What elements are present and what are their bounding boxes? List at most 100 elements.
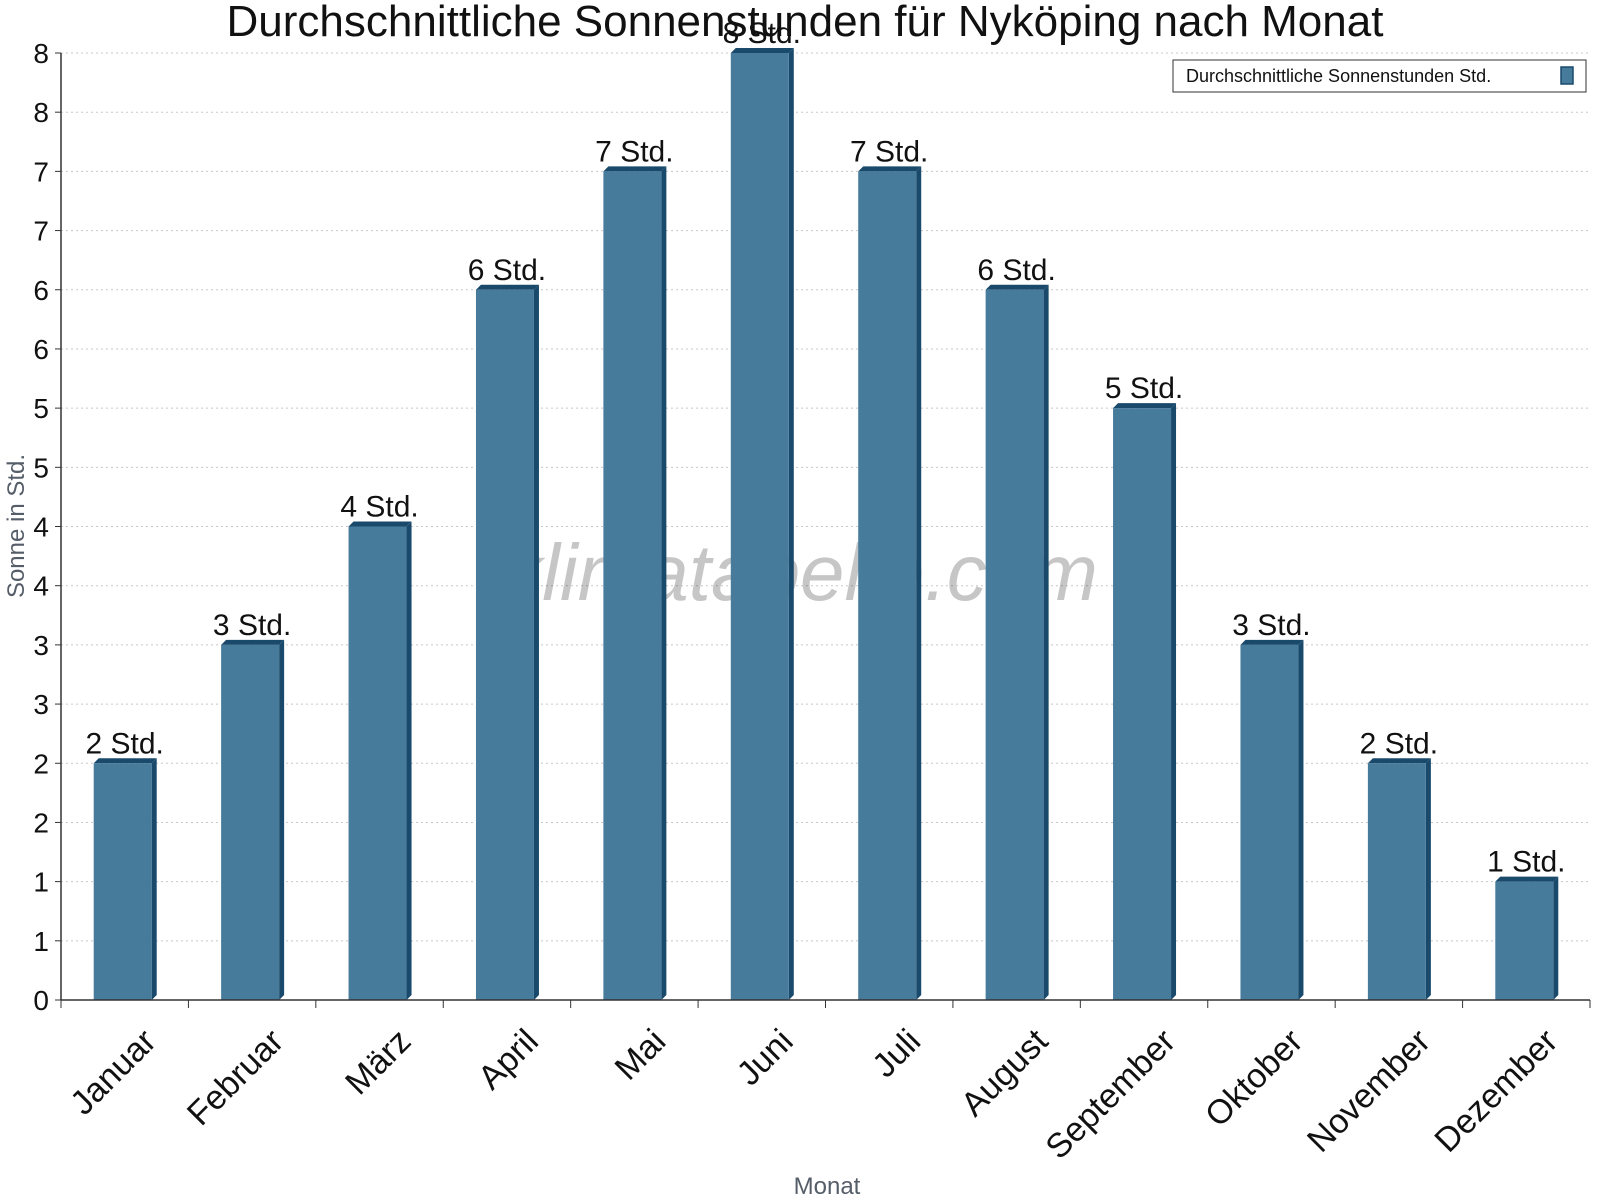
x-tick-label: Dezember bbox=[1427, 1022, 1565, 1160]
legend-swatch bbox=[1560, 66, 1574, 85]
bar-top bbox=[348, 521, 412, 527]
x-tick-label: Januar bbox=[63, 1022, 163, 1122]
bar-front bbox=[348, 526, 407, 1000]
bar-side bbox=[1171, 403, 1177, 1000]
bar-side bbox=[151, 758, 157, 1000]
y-tick-label: 2 bbox=[33, 807, 49, 838]
y-tick-label: 6 bbox=[33, 334, 49, 365]
bar-top bbox=[475, 284, 539, 290]
bar-side bbox=[533, 284, 539, 1000]
bar-side bbox=[788, 48, 794, 1000]
x-tick-label: Mai bbox=[608, 1022, 674, 1088]
x-tick-label: Juli bbox=[865, 1022, 928, 1085]
bar bbox=[985, 284, 1049, 1000]
data-label: 3 Std. bbox=[1232, 609, 1310, 642]
y-tick-label: 5 bbox=[33, 393, 49, 424]
x-axis-title: Monat bbox=[794, 1173, 861, 1200]
axes bbox=[55, 52, 1591, 1008]
bar-top bbox=[93, 758, 157, 764]
bar-front bbox=[1495, 881, 1554, 1000]
bar-side bbox=[1553, 876, 1559, 1000]
bar-top bbox=[858, 166, 922, 172]
bar-top bbox=[985, 284, 1049, 290]
bar-top bbox=[1240, 639, 1304, 645]
y-tick-label: 0 bbox=[33, 985, 49, 1016]
y-tick-label: 5 bbox=[33, 452, 49, 483]
bar-front bbox=[1113, 408, 1172, 1000]
bar bbox=[1113, 403, 1177, 1000]
y-tick-label: 8 bbox=[33, 38, 49, 69]
bar-front bbox=[730, 53, 789, 1000]
data-label: 6 Std. bbox=[468, 254, 546, 287]
data-label: 4 Std. bbox=[340, 491, 418, 524]
bar-front bbox=[1367, 763, 1426, 1000]
bar bbox=[221, 639, 285, 1000]
y-tick-label: 4 bbox=[33, 512, 49, 543]
bar-side bbox=[1043, 284, 1049, 1000]
bar-side bbox=[279, 639, 285, 1000]
bar bbox=[730, 48, 794, 1000]
bar-front bbox=[475, 289, 534, 1000]
x-tick-label: August bbox=[954, 1022, 1056, 1124]
x-tick-label: Juni bbox=[730, 1022, 801, 1093]
x-tick-label: Februar bbox=[180, 1022, 291, 1133]
y-tick-label: 3 bbox=[33, 630, 49, 661]
bar-top bbox=[221, 639, 285, 645]
legend: Durchschnittliche Sonnenstunden Std. bbox=[1172, 59, 1587, 93]
data-label: 8 Std. bbox=[723, 17, 801, 50]
bar bbox=[93, 758, 157, 1000]
x-tick-label: März bbox=[338, 1022, 418, 1102]
y-tick-label: 2 bbox=[33, 748, 49, 779]
y-tick-label: 4 bbox=[33, 571, 49, 602]
bar-top bbox=[603, 166, 667, 172]
bar-front bbox=[1240, 644, 1299, 1000]
data-label: 1 Std. bbox=[1487, 846, 1565, 879]
x-tick-label: Oktober bbox=[1198, 1022, 1310, 1134]
bar-top bbox=[1367, 758, 1431, 764]
bar bbox=[348, 521, 412, 1000]
data-label: 6 Std. bbox=[977, 254, 1055, 287]
data-label: 3 Std. bbox=[213, 609, 291, 642]
grid-lines bbox=[61, 52, 1590, 942]
y-tick-labels: 0 1 1 2 2 3 3 4 4 5 5 6 6 7 7 8 8 bbox=[33, 38, 49, 1016]
bar-side bbox=[1298, 639, 1304, 1000]
data-label: 2 Std. bbox=[1360, 727, 1438, 760]
y-axis-title: Sonne in Std. bbox=[3, 454, 30, 598]
y-tick-label: 1 bbox=[33, 867, 49, 898]
data-label: 7 Std. bbox=[595, 135, 673, 168]
bar-front bbox=[858, 171, 917, 1000]
bar-side bbox=[1425, 758, 1431, 1000]
legend-box bbox=[1172, 59, 1587, 93]
x-tick-labels: Januar Februar März April Mai Juni Juli AugustS… bbox=[63, 1022, 1565, 1167]
y-tick-label: 6 bbox=[33, 275, 49, 306]
bar-front bbox=[93, 763, 152, 1000]
bar-front bbox=[985, 289, 1044, 1000]
bar-top bbox=[1113, 403, 1177, 409]
legend-label: Durchschnittliche Sonnenstunden Std. bbox=[1186, 66, 1491, 86]
bar-top bbox=[730, 48, 794, 53]
bar bbox=[1495, 876, 1559, 1000]
y-tick-label: 3 bbox=[33, 689, 49, 720]
bar bbox=[475, 284, 539, 1000]
bar-front bbox=[603, 171, 662, 1000]
bar bbox=[1240, 639, 1304, 1000]
bar bbox=[858, 166, 922, 1000]
data-labels: 2 Std. 3 Std. 4 Std. 6 Std. 7 Std. 8 Std. 7 St… bbox=[86, 17, 1566, 879]
y-tick-label: 1 bbox=[33, 926, 49, 957]
bar bbox=[603, 166, 667, 1000]
bar-front bbox=[221, 644, 280, 1000]
chart-title: Durchschnittliche Sonnenstunden für Nykö… bbox=[227, 0, 1384, 46]
y-tick-label: 7 bbox=[33, 156, 49, 187]
y-tick-label: 7 bbox=[33, 216, 49, 247]
bar-side bbox=[406, 521, 412, 1000]
y-tick-label: 8 bbox=[33, 97, 49, 128]
x-tick-label: September bbox=[1038, 1022, 1182, 1166]
bar-top bbox=[1495, 876, 1559, 882]
x-tick-label: November bbox=[1300, 1022, 1438, 1160]
bars bbox=[93, 48, 1559, 1000]
bar bbox=[1367, 758, 1431, 1000]
data-label: 2 Std. bbox=[86, 727, 164, 760]
data-label: 7 Std. bbox=[850, 135, 928, 168]
data-label: 5 Std. bbox=[1105, 372, 1183, 405]
